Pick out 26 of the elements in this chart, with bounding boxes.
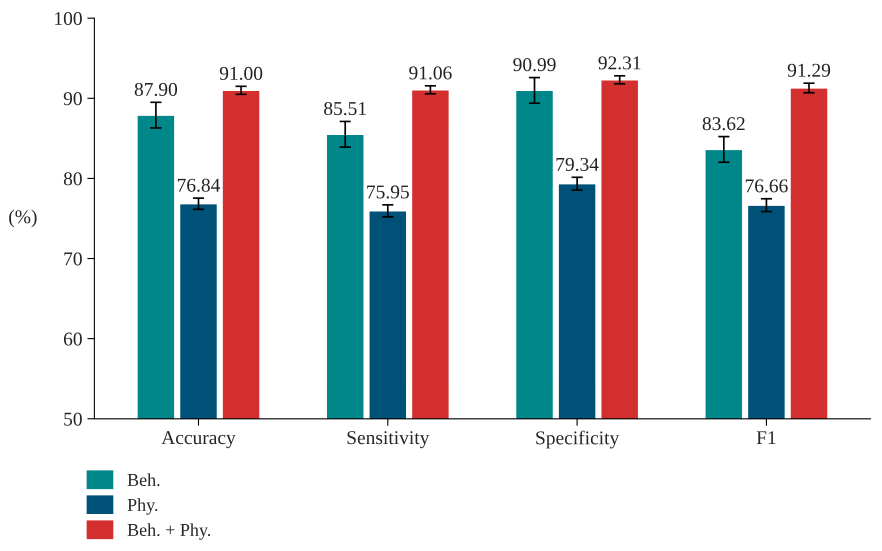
data-label: 85.51 <box>324 102 366 116</box>
x-tick-label: Specificity <box>536 430 620 448</box>
data-label: 91.06 <box>409 66 452 80</box>
y-tick-label: 50 <box>64 412 82 426</box>
y-tick-label: 70 <box>64 252 82 266</box>
legend-label: Beh. + Phy. <box>128 523 210 540</box>
data-label: 76.66 <box>746 179 788 192</box>
y-tick-label: 100 <box>55 12 82 26</box>
y-tick-label: 60 <box>64 332 82 346</box>
x-tick-label: F1 <box>756 431 776 444</box>
x-tick-label: Accuracy <box>161 431 236 448</box>
legend-label: Phy. <box>128 498 158 515</box>
legend-label: Beh. <box>128 473 160 486</box>
x-tick-label: Sensitivity <box>348 431 430 448</box>
data-label: 91.29 <box>788 64 830 77</box>
data-label: 79.34 <box>556 158 599 172</box>
data-label: 83.62 <box>702 117 745 130</box>
y-axis-title: (%) <box>9 210 37 228</box>
data-label: 92.31 <box>598 56 640 70</box>
data-label: 90.99 <box>513 58 556 72</box>
data-label: 75.95 <box>367 185 409 199</box>
y-tick-label: 90 <box>64 92 82 106</box>
y-tick-label: 80 <box>64 172 82 186</box>
data-label: 87.90 <box>134 82 178 96</box>
data-label: 91.00 <box>220 66 262 80</box>
data-label: 76.84 <box>178 178 220 192</box>
